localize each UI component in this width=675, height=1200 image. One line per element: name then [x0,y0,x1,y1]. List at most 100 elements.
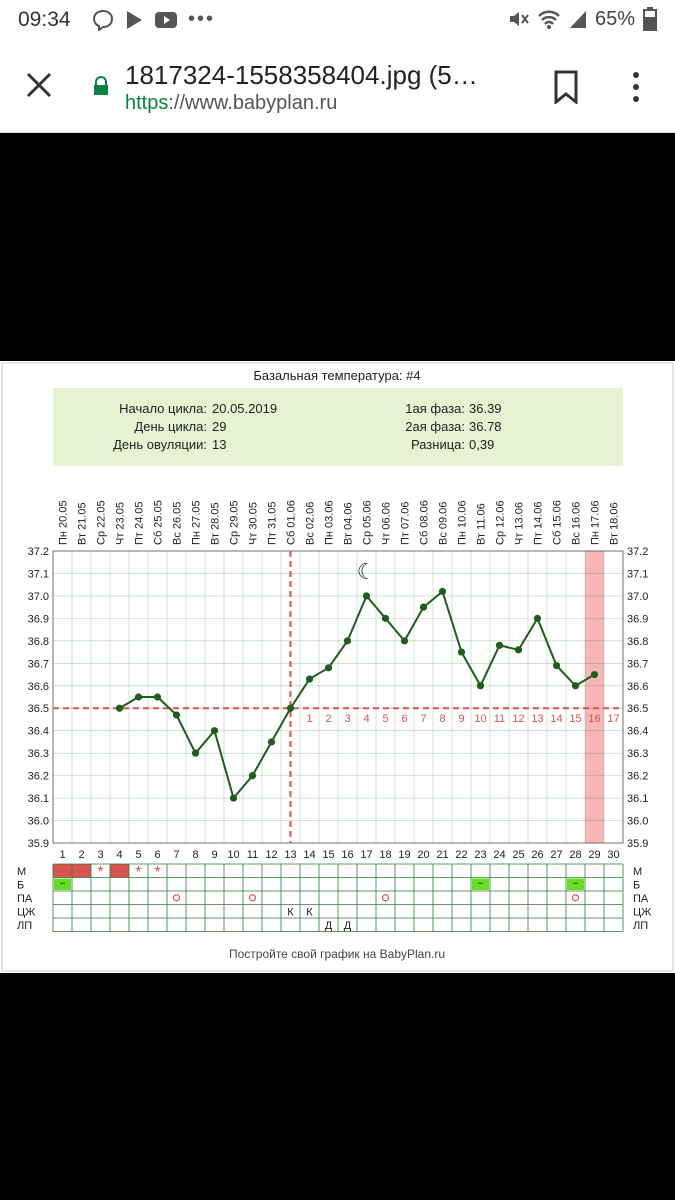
day-number: 7 [173,849,179,861]
signal-icon [569,11,586,28]
row-label-left: ЛП [17,920,32,932]
status-time: 09:34 [18,8,71,31]
temperature-point [533,614,542,622]
date-label: Пт 14.06 [533,501,545,545]
y-tick-label-right: 37.1 [627,568,648,580]
y-tick-label-left: 36.0 [28,816,49,828]
date-label: Пт 31.05 [267,501,279,545]
y-tick-label-left: 37.1 [28,568,49,580]
post-ovulation-day-number: 10 [474,713,486,725]
temperature-point [153,693,162,701]
post-ovulation-day-number: 7 [420,713,426,725]
date-label: Пт 24.05 [134,501,146,545]
post-ovulation-day-number: 2 [325,713,331,725]
cycle-start-label: Начало цикла: [119,401,207,416]
temperature-point [552,661,561,670]
battery-icon [643,7,657,31]
overflow-menu-button[interactable] [626,70,646,104]
cycle-start-value: 20.05.2019 [212,401,277,416]
day-number: 15 [322,849,334,861]
y-tick-label-right: 36.8 [627,636,648,648]
y-tick-label-left: 36.8 [28,636,49,648]
day-number: 17 [360,849,372,861]
date-label: Пн 17.06 [590,500,602,545]
post-ovulation-day-number: 13 [531,713,543,725]
date-label: Вт 21.05 [77,502,89,545]
date-label: Вс 16.06 [571,502,583,545]
y-tick-label-left: 36.3 [28,748,49,760]
temperature-point [400,637,409,645]
green-mark-dash: − [478,879,484,890]
close-button[interactable] [22,68,56,102]
menstruation-mark [72,864,91,878]
phase2-label: 2ая фаза: [405,419,465,434]
status-bar: 09:34 ••• 65% [0,0,675,40]
day-number: 14 [303,849,315,861]
date-label: Чт 13.06 [514,502,526,545]
y-tick-label-left: 37.0 [28,591,49,603]
play-store-icon [127,10,142,29]
post-ovulation-day-number: 6 [401,713,407,725]
phase2-value: 36.78 [469,419,502,434]
post-ovulation-day-number: 11 [494,713,505,725]
date-label: Пт 07.06 [400,501,412,545]
day-number: 29 [588,849,600,861]
notification-icons: ••• [92,8,215,31]
day-number: 2 [78,849,84,861]
temperature-point [229,794,238,802]
temperature-point [134,693,143,701]
post-ovulation-day-number: 8 [439,713,445,725]
temperature-point [115,704,124,712]
info-panel [53,388,623,466]
green-mark [472,878,489,890]
temperature-point [191,749,200,757]
day-number: 19 [398,849,410,861]
circle-mark [571,894,580,902]
post-ovulation-day-number: 9 [458,713,464,725]
temperature-point [495,641,504,649]
date-label: Чт 30.05 [248,502,260,545]
date-label: Вс 02.06 [305,502,317,545]
date-label: Сб 25.05 [153,500,165,545]
page-title: 1817324-1558358404.jpg (5… [125,60,478,90]
post-ovulation-day-number: 14 [550,713,562,725]
temperature-point [438,587,447,596]
day-number: 27 [550,849,562,861]
mute-icon [509,12,529,26]
url-domain: ://www.babyplan.ru [168,92,338,114]
date-label: Вт 18.06 [609,502,621,545]
url-text[interactable]: https://www.babyplan.ru [125,92,337,115]
temperature-point [172,711,181,719]
green-mark [54,878,71,890]
y-tick-label-left: 35.9 [28,838,49,850]
plot-area: 37.2 37.2 37.1 37.1 37.0 37.0 36.9 36.9 36.8 36.8… [17,500,651,932]
green-mark-dash: − [573,879,579,890]
ovulation-day-value: 13 [212,437,226,452]
bookmark-button[interactable] [552,70,580,104]
phase1-label: 1ая фаза: [405,401,465,416]
temperature-point [343,637,352,645]
post-ovulation-day-number: 17 [607,713,619,725]
date-label: Вт 11.06 [476,503,488,545]
row-label-right: ПА [633,893,649,905]
day-number: 21 [436,849,448,861]
temperature-point [419,603,428,611]
day-number: 16 [341,849,353,861]
day-number: 24 [493,849,505,861]
date-label: Пн 10.06 [457,500,469,545]
row-label-right: Б [633,880,640,892]
post-ovulation-day-number: 4 [363,713,369,725]
day-number: 9 [211,849,217,861]
temperature-point [476,682,485,690]
row-label-right: ЦЖ [633,907,651,919]
cycle-day-label: День цикла: [134,419,207,434]
y-tick-label-left: 36.5 [28,703,49,715]
y-tick-label-right: 36.3 [627,748,648,760]
day-number: 4 [116,849,122,861]
temperature-point [381,614,390,622]
image-viewer: Базальная температура: #4 Начало цикла: … [0,133,675,1200]
day-number: 6 [154,849,160,861]
y-tick-label-left: 36.4 [28,726,49,738]
date-label: Вт 28.05 [210,502,222,545]
y-tick-label-right: 37.2 [627,546,648,558]
